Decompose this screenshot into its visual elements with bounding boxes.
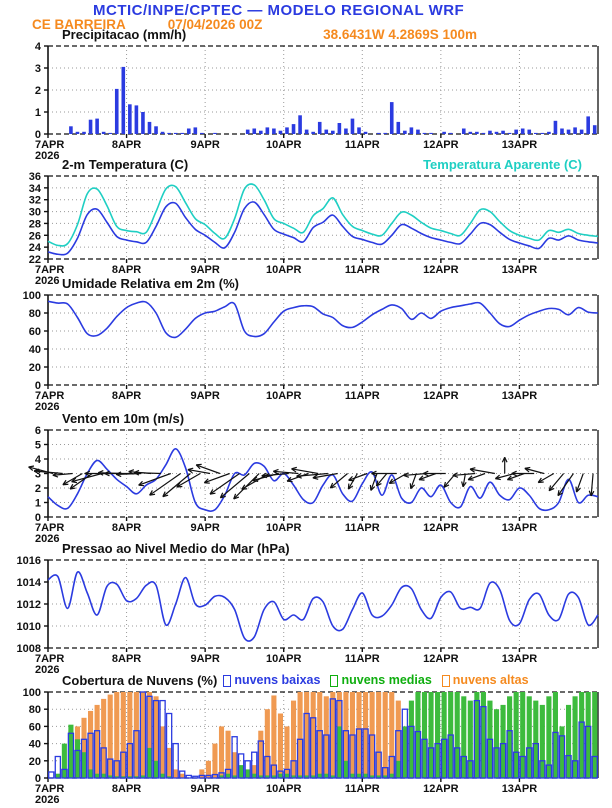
svg-text:1010: 1010 [17, 621, 41, 633]
svg-text:36: 36 [29, 172, 41, 183]
svg-text:8APR: 8APR [112, 139, 141, 151]
svg-text:1: 1 [35, 107, 41, 119]
svg-text:13APR: 13APR [502, 522, 538, 534]
panel-title-pressure: Pressao ao Nivel Medio do Mar (hPa) [62, 541, 290, 556]
svg-text:4: 4 [35, 454, 42, 466]
svg-text:9APR: 9APR [190, 783, 219, 795]
svg-text:5: 5 [35, 440, 41, 452]
legend-nuvens-altas: nuvens altas [442, 673, 529, 688]
svg-text:28: 28 [29, 218, 41, 230]
svg-text:2: 2 [35, 85, 41, 97]
panel-temperature: 2-m Temperatura (C) Temperatura Aparente… [0, 155, 612, 289]
svg-text:13APR: 13APR [502, 783, 538, 795]
svg-text:13APR: 13APR [502, 139, 538, 151]
svg-text:80: 80 [29, 704, 41, 716]
svg-text:2026: 2026 [35, 794, 59, 806]
svg-text:26: 26 [29, 230, 41, 242]
svg-text:24: 24 [29, 242, 42, 254]
svg-text:11APR: 11APR [345, 139, 380, 151]
panel-title-humidity: Umidade Relativa em 2m (%) [62, 276, 239, 291]
svg-text:12APR: 12APR [423, 139, 459, 151]
svg-text:12APR: 12APR [423, 783, 459, 795]
legend-nuvens-medias: nuvens medias [330, 673, 431, 688]
panel-title-temperature: 2-m Temperatura (C) [62, 157, 188, 172]
svg-text:30: 30 [29, 207, 41, 219]
svg-text:60: 60 [29, 326, 41, 338]
wind-vectors [29, 457, 594, 499]
svg-text:34: 34 [29, 183, 42, 195]
legend-label-high-clouds: nuvens altas [453, 673, 529, 688]
series-2-m-Temperatura-(C) [48, 202, 598, 255]
svg-text:11APR: 11APR [345, 783, 380, 795]
svg-text:8APR: 8APR [112, 522, 141, 534]
svg-text:10APR: 10APR [266, 522, 302, 534]
legend-nuvens-baixas: nuvens baixas [223, 673, 320, 688]
svg-text:60: 60 [29, 721, 41, 733]
panel-precipitation: Precipitacao (mm/h) 38.6431W 4.2869S 100… [0, 25, 612, 164]
panel-pressure: Pressao ao Nivel Medio do Mar (hPa) 1008… [0, 539, 612, 678]
panel-title-cloud-cover: Cobertura de Nuvens (%) [62, 673, 217, 688]
svg-text:10APR: 10APR [266, 139, 302, 151]
svg-text:13APR: 13APR [502, 653, 538, 665]
legend-swatch-low-clouds-icon [223, 675, 231, 687]
svg-text:40: 40 [29, 344, 41, 356]
svg-text:8APR: 8APR [112, 653, 141, 665]
svg-text:8APR: 8APR [112, 783, 141, 795]
legend-swatch-high-clouds-icon [442, 675, 450, 687]
svg-text:20: 20 [29, 362, 41, 374]
svg-text:32: 32 [29, 195, 41, 207]
svg-text:9APR: 9APR [190, 390, 219, 402]
svg-text:11APR: 11APR [345, 522, 380, 534]
svg-text:1014: 1014 [17, 577, 42, 589]
svg-text:100: 100 [23, 291, 41, 302]
svg-text:12APR: 12APR [423, 653, 459, 665]
svg-text:11APR: 11APR [345, 390, 380, 402]
series-Pressao-ao-Nivel-Medio-do-Mar [48, 572, 598, 641]
svg-text:12APR: 12APR [423, 522, 459, 534]
series-Velocidade-do-vento [48, 449, 598, 511]
location-coords: 38.6431W 4.2869S 100m [323, 27, 477, 42]
panel-title-wind: Vento em 10m (m/s) [62, 411, 184, 426]
panel-title-precipitation: Precipitacao (mm/h) [62, 27, 186, 42]
svg-text:80: 80 [29, 308, 41, 320]
svg-text:13APR: 13APR [502, 390, 538, 402]
svg-text:4: 4 [35, 42, 42, 53]
svg-text:40: 40 [29, 739, 41, 751]
svg-text:9APR: 9APR [190, 653, 219, 665]
svg-text:1: 1 [35, 498, 41, 510]
panel-title-apparent-temperature: Temperatura Aparente (C) [423, 157, 582, 172]
svg-text:9APR: 9APR [190, 139, 219, 151]
legend-swatch-mid-clouds-icon [330, 675, 338, 687]
svg-text:3: 3 [35, 63, 41, 75]
series-Temperatura-Aparente-(C) [48, 184, 598, 246]
svg-text:10APR: 10APR [266, 783, 302, 795]
precip-bars [69, 67, 596, 134]
svg-text:100: 100 [23, 688, 41, 699]
svg-text:1012: 1012 [17, 599, 41, 611]
svg-text:8APR: 8APR [112, 390, 141, 402]
svg-text:1016: 1016 [17, 556, 41, 567]
panel-cloud-cover: Cobertura de Nuvens (%) nuvens baixas nu… [0, 671, 612, 808]
svg-text:2: 2 [35, 483, 41, 495]
svg-text:9APR: 9APR [190, 522, 219, 534]
svg-text:20: 20 [29, 756, 41, 768]
svg-text:10APR: 10APR [266, 390, 302, 402]
series-Umidade-Relativa-em-2m [48, 301, 598, 337]
svg-text:6: 6 [35, 426, 41, 437]
svg-text:10APR: 10APR [266, 653, 302, 665]
svg-text:12APR: 12APR [423, 390, 459, 402]
cloud-legend: nuvens baixas nuvens medias nuvens altas [223, 673, 528, 688]
svg-text:11APR: 11APR [345, 653, 380, 665]
legend-label-low-clouds: nuvens baixas [234, 673, 320, 688]
legend-label-mid-clouds: nuvens medias [341, 673, 431, 688]
